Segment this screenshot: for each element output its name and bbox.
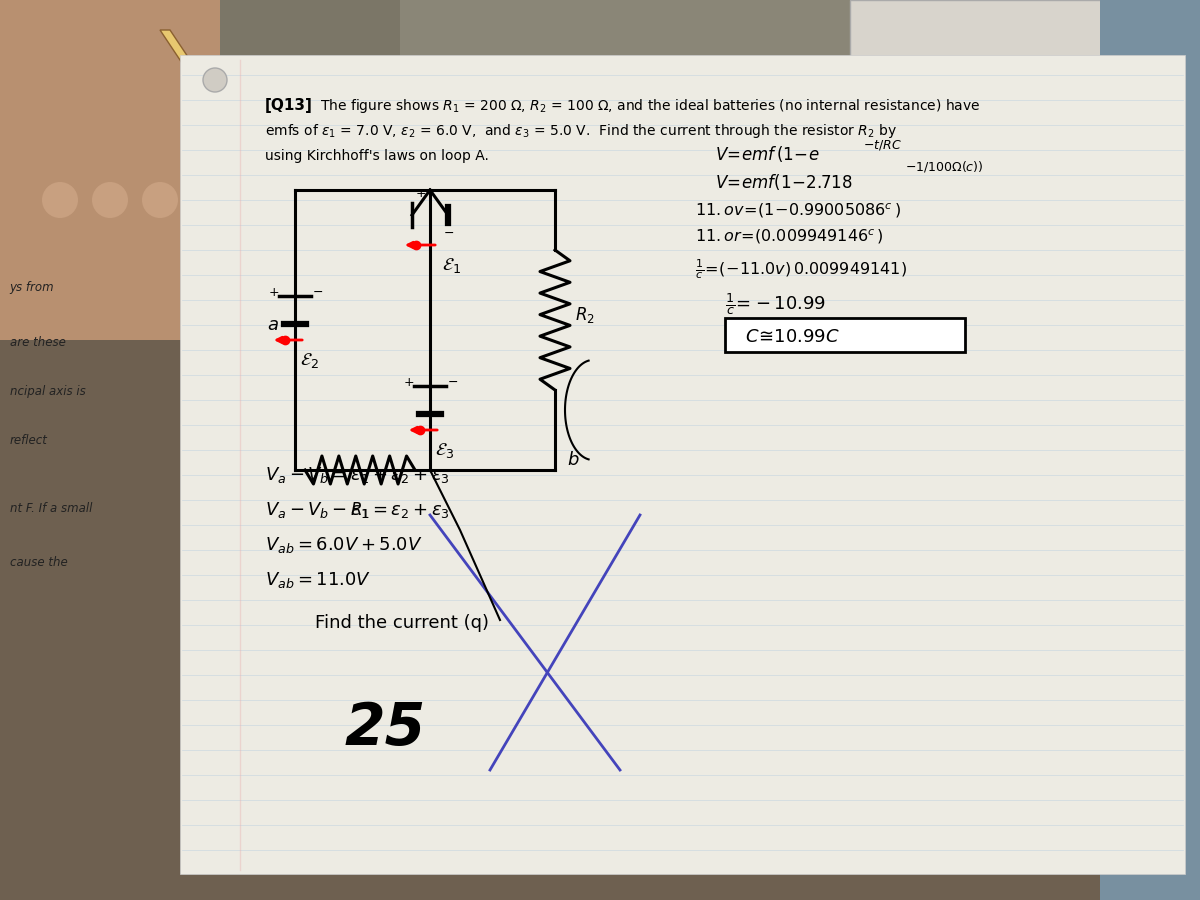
- Text: $\mathcal{E}_1$: $\mathcal{E}_1$: [442, 256, 461, 275]
- Text: $V_{ab} = 6.0V + 5.0V$: $V_{ab} = 6.0V + 5.0V$: [265, 535, 422, 555]
- Polygon shape: [0, 0, 220, 340]
- Polygon shape: [0, 340, 1200, 900]
- Text: emfs of $\varepsilon_1$ = 7.0 V, $\varepsilon_2$ = 6.0 V,  and $\varepsilon_3$ =: emfs of $\varepsilon_1$ = 7.0 V, $\varep…: [265, 122, 896, 140]
- Polygon shape: [160, 30, 350, 300]
- Text: $11.or\!=\!(0.009949146^c\,)$: $11.or\!=\!(0.009949146^c\,)$: [695, 228, 883, 247]
- Text: $V_{ab} = 11.0V$: $V_{ab} = 11.0V$: [265, 570, 371, 590]
- Bar: [725, 318, 965, 352]
- Text: $\frac{1}{c}\!=\!-10.99$: $\frac{1}{c}\!=\!-10.99$: [725, 292, 826, 317]
- Text: ys from: ys from: [10, 282, 54, 294]
- Polygon shape: [180, 55, 1186, 874]
- Text: The figure shows $R_1$ = 200 Ω, $R_2$ = 100 Ω, and the ideal batteries (no inter: The figure shows $R_1$ = 200 Ω, $R_2$ = …: [320, 97, 980, 115]
- Circle shape: [142, 182, 178, 218]
- Text: nt F. If a small: nt F. If a small: [10, 502, 92, 515]
- Text: reflect: reflect: [10, 435, 48, 447]
- Text: $11.ov\!=\!(1\!-\!0.99005086^c\,)$: $11.ov\!=\!(1\!-\!0.99005086^c\,)$: [695, 201, 901, 220]
- Text: −: −: [313, 286, 324, 299]
- Text: +: +: [404, 376, 415, 389]
- Text: $R_1$: $R_1$: [350, 500, 370, 520]
- Text: $-1/100\Omega(c))$: $-1/100\Omega(c))$: [905, 158, 984, 174]
- Text: $-t/RC$: $-t/RC$: [863, 138, 901, 151]
- Text: $V_a - V_b - \varepsilon_1 = \varepsilon_2 + \varepsilon_3$: $V_a - V_b - \varepsilon_1 = \varepsilon…: [265, 500, 450, 520]
- Text: are these: are these: [10, 336, 66, 348]
- Bar: [0, 0, 1200, 220]
- Text: $\mathcal{E}_3$: $\mathcal{E}_3$: [436, 441, 454, 460]
- Text: [Q13]: [Q13]: [265, 98, 313, 113]
- Bar: [1100, 0, 1200, 900]
- Text: a: a: [266, 316, 278, 334]
- Text: $\frac{1}{c}\!=\!(\!-\!11.0v)\,0.009949141)$: $\frac{1}{c}\!=\!(\!-\!11.0v)\,0.0099491…: [695, 257, 907, 282]
- Text: b: b: [568, 451, 578, 469]
- Text: Find the current (q): Find the current (q): [314, 614, 490, 632]
- Circle shape: [92, 182, 128, 218]
- Text: ncipal axis is: ncipal axis is: [10, 385, 85, 398]
- Text: 25: 25: [346, 700, 426, 757]
- Circle shape: [203, 68, 227, 92]
- Text: +: +: [416, 187, 427, 200]
- Text: −: −: [444, 227, 455, 240]
- Polygon shape: [340, 300, 355, 315]
- Bar: [850, 0, 1150, 180]
- Text: $V\!=\!emf(1\!-\!2.718$: $V\!=\!emf(1\!-\!2.718$: [715, 172, 853, 192]
- Text: −: −: [448, 376, 458, 389]
- Text: using Kirchhoff's laws on loop A.: using Kirchhoff's laws on loop A.: [265, 149, 488, 163]
- Text: $V\!=\!emf\,(1\!-\!e$: $V\!=\!emf\,(1\!-\!e$: [715, 144, 820, 164]
- Text: +: +: [269, 286, 280, 299]
- Bar: [400, 0, 1200, 150]
- Text: $\mathcal{E}_2$: $\mathcal{E}_2$: [300, 351, 319, 370]
- Text: $C\!\cong\!10.99C$: $C\!\cong\!10.99C$: [745, 328, 840, 346]
- Text: $V_a - V_b = \varepsilon_1 + \varepsilon_2+ \varepsilon_3$: $V_a - V_b = \varepsilon_1 + \varepsilon…: [265, 465, 450, 485]
- Text: $R_2$: $R_2$: [575, 305, 595, 325]
- Polygon shape: [0, 0, 1200, 340]
- Text: cause the: cause the: [10, 556, 67, 569]
- Circle shape: [42, 182, 78, 218]
